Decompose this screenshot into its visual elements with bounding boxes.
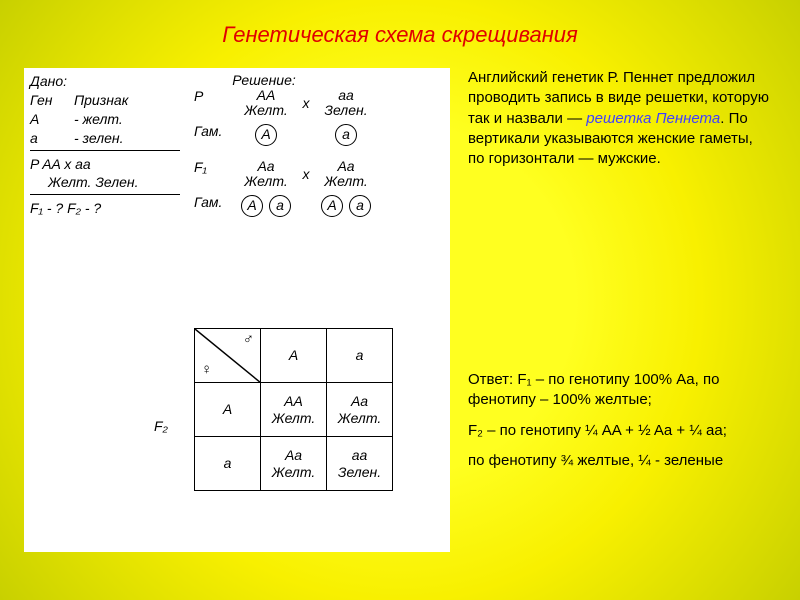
punnett-cell: AAЖелт.: [261, 383, 327, 437]
punnett-cell: aaЗелен.: [327, 437, 393, 491]
f1-right-geno: Aa: [337, 158, 354, 174]
cell-geno: AA: [284, 393, 303, 409]
cell-geno: aa: [352, 447, 368, 463]
punnett-square: ♀ ♂ A a A AAЖелт. AaЖелт. a AaЖелт. aaЗе…: [194, 328, 393, 491]
p-left-pheno: Желт.: [238, 103, 294, 118]
gam-label: Гам.: [194, 123, 238, 139]
cell-pheno: Желт.: [338, 410, 381, 426]
p-left-geno: AA: [257, 87, 276, 103]
f1-right-pheno: Желт.: [318, 174, 374, 189]
p-right-pheno: Зелен.: [318, 103, 374, 118]
gene-A: A: [30, 110, 74, 129]
punnett-cell: AaЖелт.: [261, 437, 327, 491]
cell-pheno: Желт.: [272, 410, 315, 426]
f2-label: F₂: [154, 418, 168, 434]
f1-gamete: A: [321, 195, 343, 217]
cell-pheno: Зелен.: [338, 464, 381, 480]
punnett-row-header: a: [195, 437, 261, 491]
cross-op: x: [294, 95, 318, 111]
answer-f2-geno: F₂ – по генотипу ¼ AA + ½ Aa + ¼ aa;: [468, 421, 770, 441]
p-gamete-a: a: [335, 124, 357, 146]
answers-block: Ответ: F₁ – по генотипу 100% Aa, по фено…: [468, 370, 770, 481]
trait-A: - желт.: [74, 110, 123, 129]
solution-panel: Дано: Ген Признак A- желт. a- зелен. P A…: [24, 68, 450, 552]
punnett-col-header: A: [261, 329, 327, 383]
gam-label: Гам.: [194, 194, 238, 210]
p-gamete-A: A: [255, 124, 277, 146]
given-col-gene: Ген: [30, 91, 74, 110]
solution-header: Решение:: [154, 72, 374, 88]
question: F₁ - ? F₂ - ?: [30, 199, 180, 218]
punnett-row-header: A: [195, 383, 261, 437]
punnett-cell: AaЖелт.: [327, 383, 393, 437]
parent-cross-traits: Желт. Зелен.: [30, 173, 180, 192]
cross-op: x: [294, 166, 318, 182]
given-col-trait: Признак: [74, 91, 128, 110]
divider: [30, 150, 180, 151]
description-text: Английский генетик Р. Пеннет предложил п…: [468, 68, 770, 179]
f1-gamete: a: [349, 195, 371, 217]
punnett-term: решетка Пеннета: [586, 110, 720, 127]
f1-left-geno: Aa: [257, 158, 274, 174]
p-label: P: [194, 88, 238, 104]
f1-gamete: a: [269, 195, 291, 217]
answer-f2-pheno: по фенотипу ¾ желтые, ¼ - зеленые: [468, 451, 770, 471]
gene-a: a: [30, 129, 74, 148]
cell-pheno: Желт.: [272, 464, 315, 480]
punnett-corner: ♀ ♂: [195, 329, 261, 383]
divider: [30, 194, 180, 195]
trait-a: - зелен.: [74, 129, 124, 148]
solution-block: Решение: P AAЖелт. x aaЗелен. Гам. A a F…: [194, 72, 374, 222]
given-block: Дано: Ген Признак A- желт. a- зелен. P A…: [30, 72, 180, 218]
f1-label: F₁: [194, 159, 238, 175]
slide-title: Генетическая схема скрещивания: [222, 22, 578, 48]
answer-f1: Ответ: F₁ – по генотипу 100% Aa, по фено…: [468, 370, 770, 411]
cell-geno: Aa: [285, 447, 302, 463]
p-right-geno: aa: [338, 87, 354, 103]
f1-gamete: A: [241, 195, 263, 217]
punnett-col-header: a: [327, 329, 393, 383]
male-symbol: ♂: [243, 331, 254, 348]
f1-left-pheno: Желт.: [238, 174, 294, 189]
cell-geno: Aa: [351, 393, 368, 409]
female-symbol: ♀: [201, 361, 212, 378]
parent-cross: P AA x aa: [30, 155, 180, 174]
